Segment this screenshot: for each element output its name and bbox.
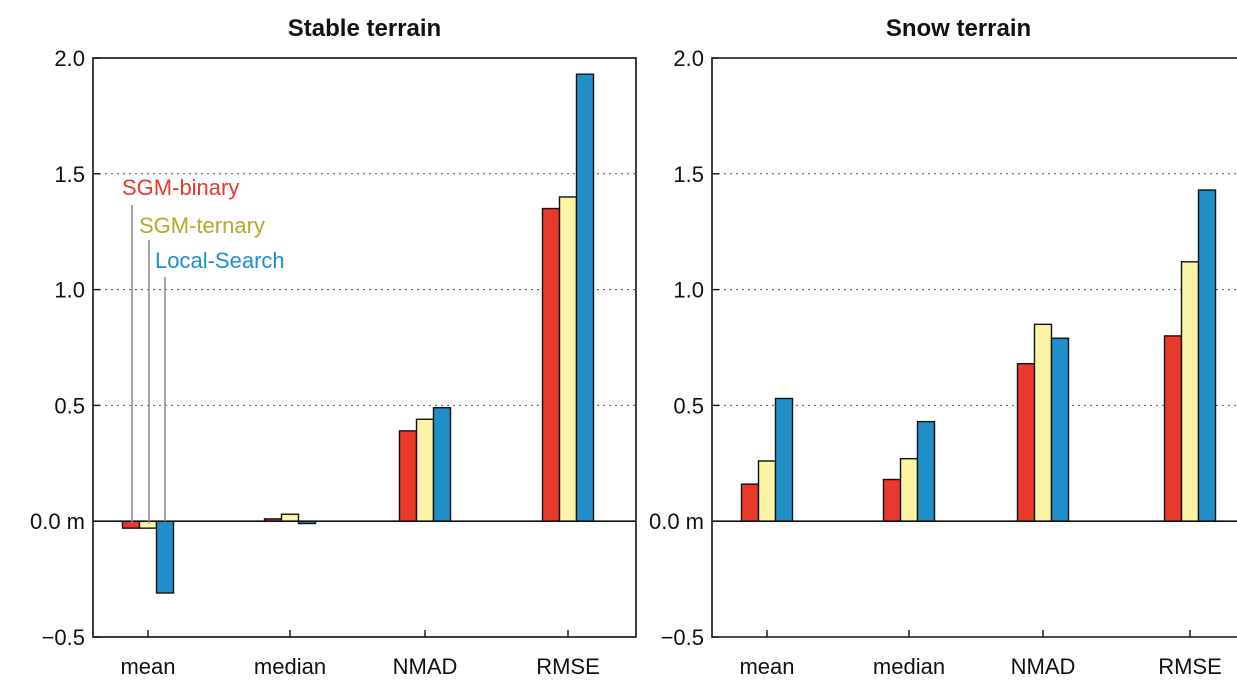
bar-sgm-binary-mean bbox=[121, 520, 141, 529]
bar-sgm-ternary-rmse bbox=[558, 196, 578, 522]
bar-series-3-median bbox=[916, 420, 936, 522]
legend-label-local-search: Local-Search bbox=[155, 248, 285, 273]
y-tick-label: 0.0 m bbox=[30, 509, 85, 534]
bar-series-1-median bbox=[882, 478, 902, 522]
chart-title: Stable terrain bbox=[288, 15, 441, 42]
y-tick-label: 1.5 bbox=[673, 162, 704, 187]
bar-series-2-median bbox=[899, 457, 919, 522]
y-tick-label: 1.0 bbox=[54, 278, 85, 303]
y-tick-label: 1.0 bbox=[673, 278, 704, 303]
y-tick-label: 0.0 m bbox=[649, 509, 704, 534]
x-tick-label: median bbox=[254, 654, 326, 679]
bar-sgm-binary-nmad bbox=[398, 430, 418, 522]
bar-local-search-rmse bbox=[575, 73, 595, 522]
x-tick-label: median bbox=[873, 654, 945, 679]
bar-local-search-mean bbox=[155, 520, 175, 594]
bar-sgm-ternary-nmad bbox=[415, 418, 435, 522]
bar-series-1-mean bbox=[740, 483, 760, 522]
x-tick-label: RMSE bbox=[1158, 654, 1222, 679]
x-tick-label: mean bbox=[120, 654, 175, 679]
y-tick-label: 1.5 bbox=[54, 162, 85, 187]
legend-label-sgm-binary: SGM-binary bbox=[122, 175, 239, 200]
bar-series-2-mean bbox=[757, 460, 777, 522]
y-tick-label: −0.5 bbox=[661, 625, 704, 650]
bar-series-2-rmse bbox=[1180, 261, 1200, 522]
legend-label-sgm-ternary: SGM-ternary bbox=[139, 213, 265, 238]
x-tick-label: NMAD bbox=[393, 654, 458, 679]
panel-stable-terrain: Stable terrain −0.5 0.0 m 0.5 1.0 1.5 2.0 mean m… bbox=[30, 15, 637, 679]
y-tick-label: 0.5 bbox=[54, 393, 85, 418]
bar-series-1-rmse bbox=[1163, 335, 1183, 522]
bar-series-3-mean bbox=[774, 397, 794, 522]
panel-snow-terrain: Snow terrain −0.5 0.0 m 0.5 1.0 1.5 2.0 mean med… bbox=[649, 15, 1237, 679]
bar-local-search-nmad bbox=[432, 407, 452, 522]
bar-sgm-binary-rmse bbox=[541, 207, 561, 522]
y-tick-label: 2.0 bbox=[673, 46, 704, 71]
x-tick-label: mean bbox=[739, 654, 794, 679]
bar-series-1-nmad bbox=[1016, 363, 1036, 522]
bar-series-3-rmse bbox=[1197, 189, 1217, 522]
x-tick-label: NMAD bbox=[1011, 654, 1076, 679]
y-tick-label: 0.5 bbox=[673, 393, 704, 418]
bar-series-2-nmad bbox=[1033, 323, 1053, 522]
bar-series-3-nmad bbox=[1050, 337, 1070, 522]
chart-title: Snow terrain bbox=[886, 15, 1031, 42]
y-tick-label: 2.0 bbox=[54, 46, 85, 71]
bar-sgm-ternary-median bbox=[280, 513, 300, 522]
plot-frame bbox=[711, 57, 1237, 638]
x-tick-label: RMSE bbox=[536, 654, 600, 679]
y-tick-label: −0.5 bbox=[42, 625, 85, 650]
plot-frame bbox=[92, 57, 637, 638]
bar-sgm-ternary-mean bbox=[138, 520, 158, 529]
